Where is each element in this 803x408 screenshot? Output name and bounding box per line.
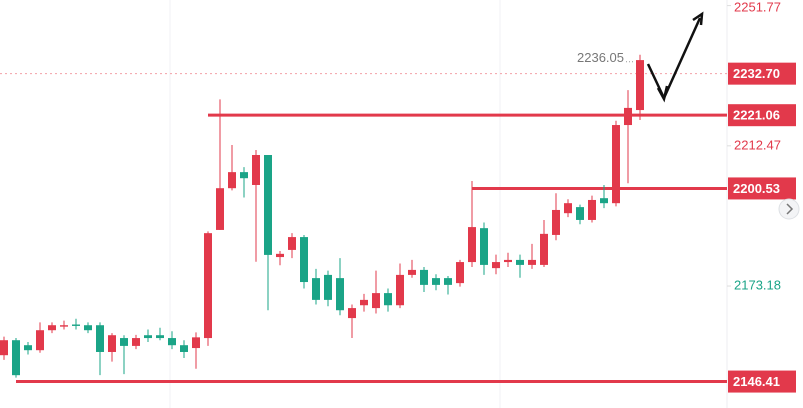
scroll-button[interactable] (778, 198, 800, 220)
candle-body (396, 274, 404, 306)
candle-body (0, 340, 8, 356)
arrow-annotation (646, 11, 704, 103)
candle-body (528, 259, 536, 265)
candle-body (240, 172, 248, 179)
candle-body (408, 269, 416, 275)
candle-body (72, 324, 80, 326)
y-tick-label: 2173.18 (734, 277, 781, 292)
price-tag-label: 2232.70 (733, 66, 780, 81)
price-tag (728, 177, 796, 200)
candle-body (576, 207, 584, 220)
candle-body (324, 274, 332, 300)
candle-body (108, 335, 116, 352)
candle-body (372, 293, 380, 309)
candle-body (48, 325, 56, 331)
candle-body (120, 338, 128, 346)
candle-body (552, 209, 560, 235)
candle-body (84, 325, 92, 331)
candle-body (252, 155, 260, 185)
candle-body (204, 233, 212, 339)
plot: 2236.05 (0, 50, 727, 384)
candle-body (168, 338, 176, 346)
candle-body (312, 278, 320, 300)
candle-body (192, 337, 200, 349)
price-axis: 2251.77 2212.47 2173.18 2232.70 2221.06 2200.… (727, 0, 796, 393)
price-tag-label: 2200.53 (733, 181, 780, 196)
candle-body (156, 335, 164, 339)
price-tag (728, 370, 796, 393)
high-marker-label: 2236.05 (577, 50, 624, 65)
candle-body (420, 269, 428, 285)
candle-body (288, 237, 296, 250)
candle-body (636, 60, 644, 111)
candle-body (456, 262, 464, 284)
candle-body (336, 278, 344, 311)
price-tag-label: 2146.41 (733, 374, 780, 389)
price-tag-label: 2221.06 (733, 108, 780, 123)
candle-body (36, 330, 44, 351)
candle-body (384, 293, 392, 306)
y-tick-label: 2212.47 (734, 137, 781, 152)
candle-body (12, 340, 20, 376)
candle-body (468, 227, 476, 263)
scroll-icon (786, 203, 794, 215)
candle-body (360, 299, 368, 306)
price-tag (728, 104, 796, 127)
candle-body (228, 172, 236, 189)
candle-body (180, 345, 188, 352)
candle-body (96, 325, 104, 352)
candle-body (432, 278, 440, 285)
candle-body (264, 155, 272, 255)
candle-body (60, 325, 68, 327)
candle-body (348, 308, 356, 319)
candle-body (300, 237, 308, 283)
y-tick-label: 2251.77 (734, 0, 781, 14)
candle-body (516, 259, 524, 265)
candle-body (540, 233, 548, 265)
price-tag (728, 62, 796, 85)
candle-body (588, 199, 596, 220)
candle-body (276, 253, 284, 258)
candle-body (492, 262, 500, 269)
candle-body (600, 198, 608, 204)
candle-body (444, 278, 452, 285)
candle-body (612, 125, 620, 204)
candle-body (132, 338, 140, 346)
candle-body (504, 259, 512, 263)
candle-body (144, 335, 152, 339)
candle-body (480, 228, 488, 265)
candle-body (564, 203, 572, 214)
candle-body (24, 345, 32, 351)
candle-body (624, 107, 632, 126)
candle-body (216, 188, 224, 230)
